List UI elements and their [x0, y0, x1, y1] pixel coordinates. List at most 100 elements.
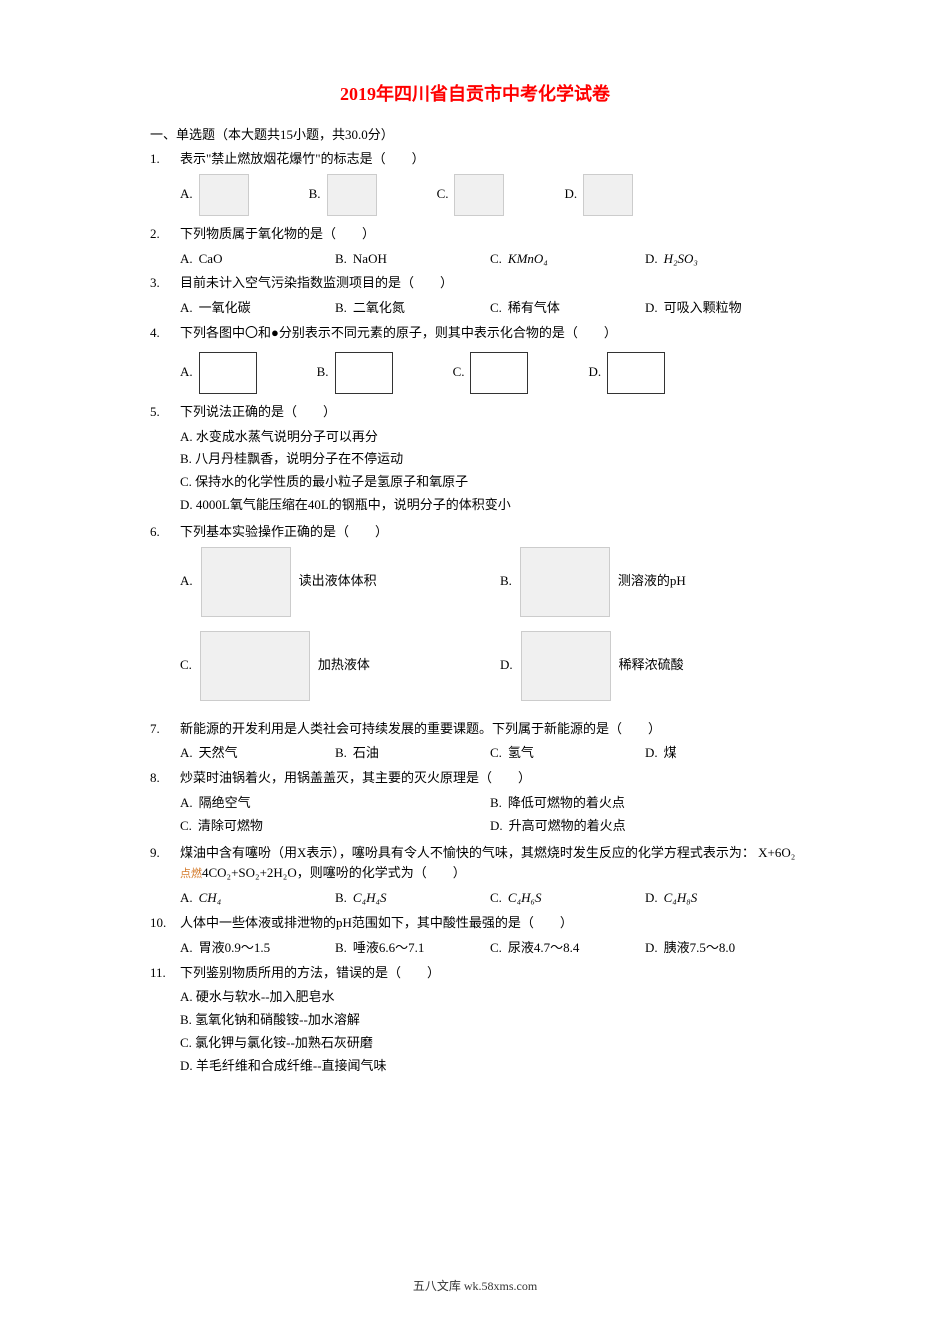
question-3: 3. 目前未计入空气污染指数监测项目的是（ ） A.一氧化碳 B.二氧化氮 C.… [150, 273, 800, 319]
opt-label: C. [453, 362, 465, 383]
exp-caption: 稀释浓硫酸 [619, 655, 684, 676]
opt-label: A. [180, 989, 193, 1004]
opt-label: A. [180, 571, 193, 592]
question-stem: 下列物质属于氧化物的是（ ） [180, 224, 800, 245]
opt-label: B. [180, 451, 192, 466]
question-number: 7. [150, 719, 180, 765]
opt-text: 唾液6.6～7.1 [353, 938, 425, 959]
recycle-icon [583, 174, 633, 216]
opt-text: 胃液0.9～1.5 [199, 938, 271, 959]
opt-label: B. [335, 938, 347, 959]
opt-text: CH₄ [199, 888, 222, 909]
opt-label: D. [645, 938, 658, 959]
footer: 五八文库 wk.58xms.com [0, 1277, 950, 1294]
question-number: 10. [150, 913, 180, 959]
opt-label: B. [335, 743, 347, 764]
exp-caption: 测溶液的pH [618, 571, 686, 592]
triangle-warning-icon [199, 174, 249, 216]
opt-label: D. [564, 184, 577, 205]
question-stem: 表示"禁止燃放烟花爆竹"的标志是（ ） [180, 149, 800, 170]
opt-label: C. [490, 249, 502, 270]
question-number: 8. [150, 768, 180, 838]
no-fireworks-icon [327, 174, 377, 216]
opt-label: A. [180, 793, 193, 814]
opt-label: C. [490, 888, 502, 909]
opt-label: C. [180, 655, 192, 676]
opt-label: A. [180, 938, 193, 959]
opt-text: 保持水的化学性质的最小粒子是氢原子和氧原子 [195, 474, 468, 489]
question-number: 5. [150, 402, 180, 518]
opt-label: C. [180, 474, 192, 489]
question-number: 11. [150, 963, 180, 1079]
opt-text: CaO [199, 249, 223, 270]
opt-text: C₄H₆S [508, 888, 542, 909]
question-11: 11. 下列鉴别物质所用的方法，错误的是（ ） A. 硬水与软水--加入肥皂水 … [150, 963, 800, 1079]
opt-label: D. [645, 888, 658, 909]
question-8: 8. 炒菜时油锅着火，用锅盖盖灭，其主要的灭火原理是（ ） A.隔绝空气 B.降… [150, 768, 800, 838]
opt-label: C. [180, 816, 192, 837]
question-6: 6. 下列基本实验操作正确的是（ ） A.读出液体体积 B.测溶液的pH C.加… [150, 522, 800, 715]
question-stem: 下列鉴别物质所用的方法，错误的是（ ） [180, 963, 800, 984]
atoms-diagram-c [470, 352, 528, 394]
opt-label: A. [180, 184, 193, 205]
opt-text: 羊毛纤维和合成纤维--直接闻气味 [196, 1058, 387, 1073]
opt-text: 清除可燃物 [198, 816, 263, 837]
opt-label: C. [490, 938, 502, 959]
exp-caption: 加热液体 [318, 655, 370, 676]
opt-label: B. [335, 298, 347, 319]
opt-text: 硬水与软水--加入肥皂水 [196, 989, 335, 1004]
question-stem: 炒菜时油锅着火，用锅盖盖灭，其主要的灭火原理是（ ） [180, 768, 800, 789]
cylinder-reading-icon [201, 547, 291, 617]
question-stem: 目前未计入空气污染指数监测项目的是（ ） [180, 273, 800, 294]
opt-label: B. [317, 362, 329, 383]
opt-text: 天然气 [199, 743, 238, 764]
question-number: 9. [150, 843, 180, 909]
atoms-diagram-b [335, 352, 393, 394]
opt-text: 尿液4.7～8.4 [508, 938, 580, 959]
opt-text: NaOH [353, 249, 387, 270]
question-7: 7. 新能源的开发利用是人类社会可持续发展的重要课题。下列属于新能源的是（ ） … [150, 719, 800, 765]
question-stem: 下列基本实验操作正确的是（ ） [180, 522, 800, 543]
opt-text: H₂SO₃ [664, 249, 698, 270]
opt-label: A. [180, 743, 193, 764]
question-2: 2. 下列物质属于氧化物的是（ ） A.CaO B.NaOH C.KMnO₄ D… [150, 224, 800, 270]
opt-label: A. [180, 888, 193, 909]
question-stem: 下列说法正确的是（ ） [180, 402, 800, 423]
opt-text: 升高可燃物的着火点 [509, 816, 626, 837]
opt-label: D. [645, 743, 658, 764]
atoms-diagram-a [199, 352, 257, 394]
opt-label: C. [437, 184, 449, 205]
opt-text: 石油 [353, 743, 379, 764]
opt-text: 煤 [664, 743, 677, 764]
question-number: 1. [150, 149, 180, 220]
heating-liquid-icon [200, 631, 310, 701]
opt-text: 氢气 [508, 743, 534, 764]
question-4: 4. 下列各图中〇和●分别表示不同元素的原子，则其中表示化合物的是（ ） A. … [150, 323, 800, 398]
opt-label: D. [180, 1058, 193, 1073]
opt-label: B. [335, 888, 347, 909]
dilute-acid-icon [521, 631, 611, 701]
question-1: 1. 表示"禁止燃放烟花爆竹"的标志是（ ） A. B. C. D. [150, 149, 800, 220]
question-number: 2. [150, 224, 180, 270]
energy-saving-icon [454, 174, 504, 216]
opt-text: 隔绝空气 [199, 793, 251, 814]
question-number: 6. [150, 522, 180, 715]
opt-text: 水变成水蒸气说明分子可以再分 [196, 429, 378, 444]
page-title: 2019年四川省自贡市中考化学试卷 [150, 80, 800, 106]
question-5: 5. 下列说法正确的是（ ） A. 水变成水蒸气说明分子可以再分 B. 八月丹桂… [150, 402, 800, 518]
opt-label: A. [180, 249, 193, 270]
ph-test-icon [520, 547, 610, 617]
opt-label: D. [588, 362, 601, 383]
opt-label: A. [180, 362, 193, 383]
question-number: 3. [150, 273, 180, 319]
question-stem: 人体中一些体液或排泄物的pH范围如下，其中酸性最强的是（ ） [180, 913, 800, 934]
opt-label: A. [180, 298, 193, 319]
opt-label: C. [180, 1035, 192, 1050]
opt-label: D. [645, 298, 658, 319]
opt-label: D. [180, 497, 193, 512]
exp-caption: 读出液体体积 [299, 571, 377, 592]
opt-text: KMnO₄ [508, 249, 548, 270]
opt-text: 氯化钾与氯化铵--加熟石灰研磨 [195, 1035, 373, 1050]
opt-text: 八月丹桂飘香，说明分子在不停运动 [195, 451, 403, 466]
opt-text: C₄H₄S [353, 888, 387, 909]
